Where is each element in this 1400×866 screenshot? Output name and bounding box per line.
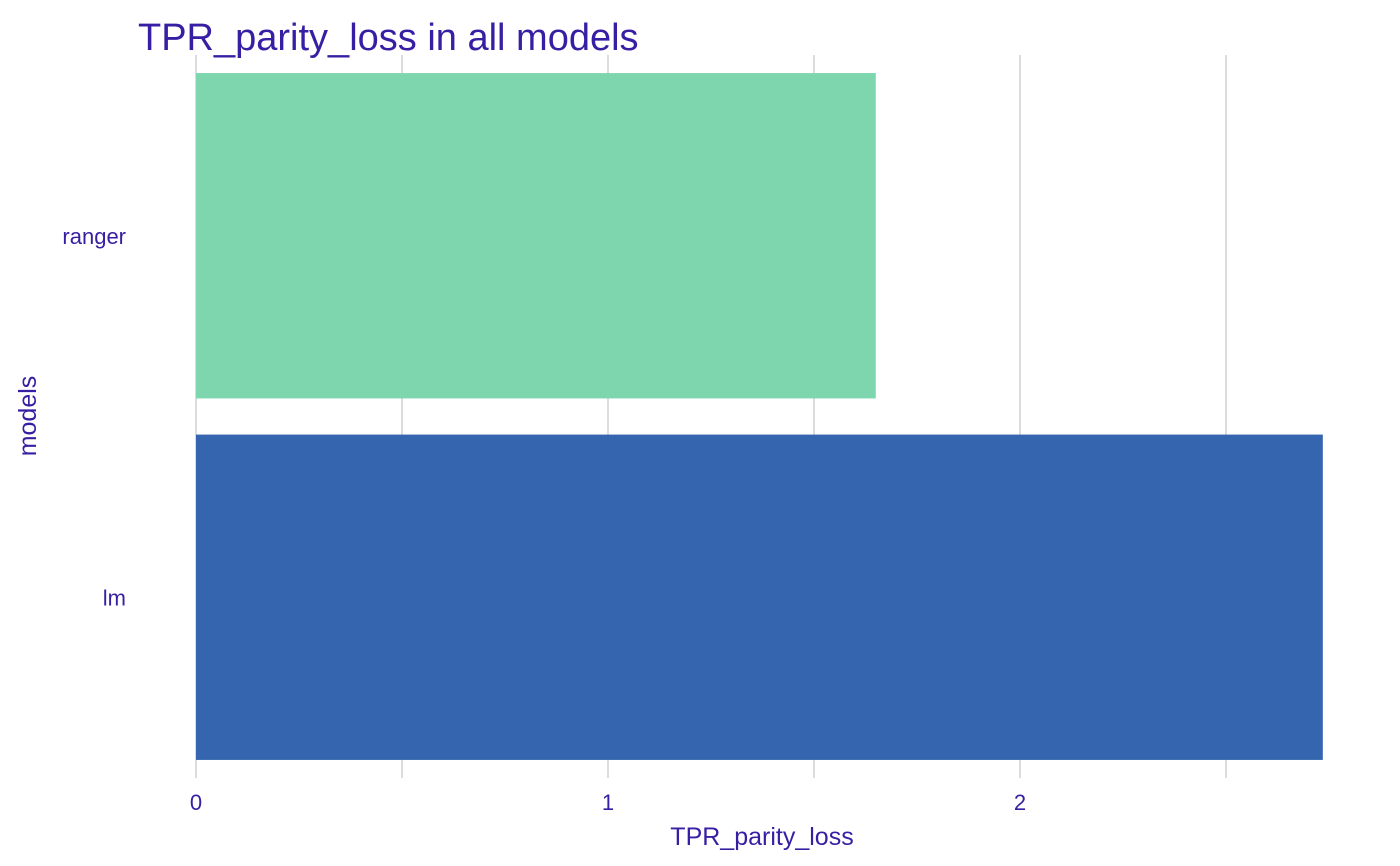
x-tick-label-1: 1 bbox=[602, 790, 614, 815]
y-tick-label-lm: lm bbox=[103, 585, 126, 610]
y-tick-label-ranger: ranger bbox=[62, 224, 126, 249]
bar-layer bbox=[196, 73, 1323, 760]
chart-title: TPR_parity_loss in all models bbox=[138, 17, 639, 59]
y-tick-labels: ranger lm bbox=[62, 224, 126, 611]
bar-lm bbox=[196, 434, 1323, 760]
x-tick-labels: 0 1 2 bbox=[190, 790, 1026, 815]
x-tick-label-0: 0 bbox=[190, 790, 202, 815]
bar-ranger bbox=[196, 73, 876, 399]
x-axis-label: TPR_parity_loss bbox=[670, 823, 853, 851]
x-tick-label-2: 2 bbox=[1014, 790, 1026, 815]
y-axis-label: models bbox=[14, 376, 42, 457]
